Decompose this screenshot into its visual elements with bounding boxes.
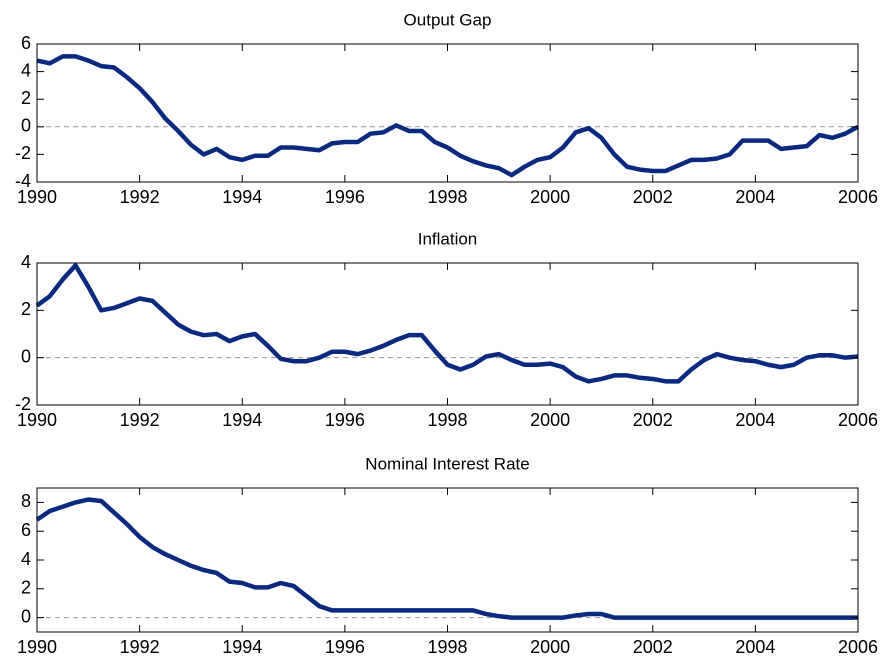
y-tick-label: -4 xyxy=(15,171,31,191)
x-tick-label: 2004 xyxy=(735,637,775,657)
x-tick-label: 1992 xyxy=(120,187,160,207)
x-tick-label: 2000 xyxy=(530,637,570,657)
y-tick-label: 2 xyxy=(21,299,31,319)
x-tick-label: 1996 xyxy=(325,410,365,430)
x-tick-label: 1996 xyxy=(325,637,365,657)
plot-frame xyxy=(36,262,859,406)
x-tick-label: 2002 xyxy=(633,637,673,657)
x-tick-label: 2006 xyxy=(838,410,878,430)
x-tick-label: 1994 xyxy=(222,637,262,657)
data-line xyxy=(35,497,858,620)
x-tick-label: 1992 xyxy=(120,410,160,430)
x-tick-label: 2004 xyxy=(735,410,775,430)
y-tick-label: 8 xyxy=(21,491,31,511)
y-tick-label: 6 xyxy=(21,520,31,540)
y-tick-label: 0 xyxy=(21,346,31,366)
y-tick-label: 4 xyxy=(21,60,31,80)
x-tick-label: 1990 xyxy=(17,637,57,657)
y-tick-label: 4 xyxy=(21,549,31,569)
y-tick-label: -2 xyxy=(15,394,31,414)
y-tick-label: 2 xyxy=(21,578,31,598)
x-tick-label: 2000 xyxy=(530,187,570,207)
x-tick-label: 2002 xyxy=(633,410,673,430)
y-tick-label: -2 xyxy=(15,143,31,163)
y-tick-label: 2 xyxy=(21,88,31,108)
x-tick-label: 1994 xyxy=(222,187,262,207)
chart-title: Nominal Interest Rate xyxy=(365,454,529,473)
y-tick-label: 4 xyxy=(21,252,31,272)
y-tick-label: 6 xyxy=(21,33,31,53)
y-tick-label: 0 xyxy=(21,116,31,136)
chart-title: Inflation xyxy=(418,229,478,248)
x-tick-label: 2006 xyxy=(838,187,878,207)
x-tick-label: 1996 xyxy=(325,187,365,207)
x-tick-label: 2000 xyxy=(530,410,570,430)
chart-title: Output Gap xyxy=(404,10,492,29)
x-tick-label: 2002 xyxy=(633,187,673,207)
data-line xyxy=(35,263,859,384)
x-tick-label: 1992 xyxy=(120,637,160,657)
x-tick-label: 2004 xyxy=(735,187,775,207)
x-tick-label: 1998 xyxy=(427,410,467,430)
x-tick-label: 1990 xyxy=(17,187,57,207)
data-line xyxy=(36,54,860,178)
x-tick-label: 1998 xyxy=(427,637,467,657)
x-tick-label: 1990 xyxy=(17,410,57,430)
x-tick-label: 1994 xyxy=(222,410,262,430)
x-tick-label: 2006 xyxy=(838,637,878,657)
x-tick-label: 1998 xyxy=(427,187,467,207)
y-tick-label: 0 xyxy=(21,606,31,626)
